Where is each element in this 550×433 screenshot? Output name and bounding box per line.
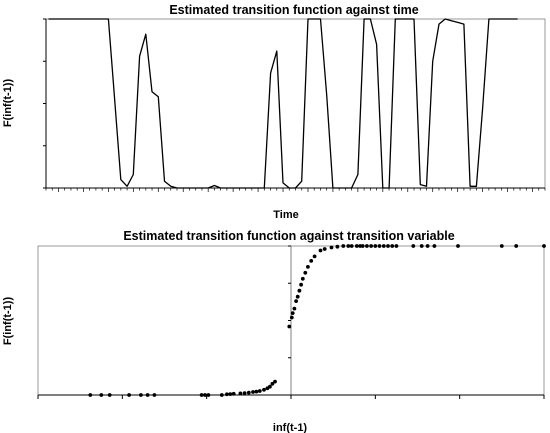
chart-transition-point: [354, 244, 359, 248]
chart-time: Estimated transition function against ti…: [2, 3, 546, 221]
chart-transition-point: [199, 393, 204, 397]
chart-transition-point: [289, 315, 294, 320]
chart-transition-point: [312, 254, 317, 259]
chart-transition-point: [295, 294, 300, 299]
chart-time-xlabel: Time: [273, 209, 298, 221]
chart-transition-point: [292, 306, 297, 311]
chart-transition-point: [411, 244, 416, 248]
chart-transition-point: [139, 393, 143, 397]
chart-transition-point: [318, 248, 323, 253]
chart-transition-ylabel: F(inf(t-1)): [2, 297, 14, 346]
chart-transition-point: [294, 299, 298, 303]
chart-transition-point: [107, 393, 112, 397]
chart-transition-point: [242, 391, 247, 395]
chart-transition-point: [369, 244, 373, 248]
chart-transition-point: [322, 247, 327, 251]
chart-transition-point: [206, 393, 211, 397]
chart-transition-point: [273, 379, 277, 384]
chart-transition-point: [99, 393, 104, 397]
chart-transition-point: [287, 324, 292, 329]
chart-transition-point: [262, 387, 266, 392]
chart-transition-point: [300, 276, 305, 281]
chart-transition-xlabel: inf(t-1): [273, 422, 308, 433]
chart-transition-point: [349, 244, 354, 248]
chart-transition-point: [365, 244, 369, 248]
chart-transition-point: [360, 244, 365, 248]
chart-time-ylabel: F(inf(t-1)): [2, 79, 14, 128]
chart-time-plot: [43, 18, 546, 192]
chart-transition-point: [309, 259, 314, 263]
chart-transition-point: [303, 270, 308, 275]
chart-transition-point: [335, 244, 340, 249]
chart-transition-point: [419, 244, 424, 248]
chart-transition-point: [346, 244, 351, 248]
chart-transition-point: [219, 393, 224, 397]
chart-transition-point: [299, 282, 303, 287]
chart-transition-point: [127, 393, 131, 397]
chart-transition: Estimated transition function against tr…: [2, 229, 546, 433]
chart-transition-point: [373, 244, 378, 248]
chart-transition-point: [381, 244, 386, 248]
chart-transition-point: [145, 393, 150, 397]
chart-transition-point: [231, 391, 236, 396]
chart-transition-point: [228, 392, 233, 396]
chart-transition-point: [270, 381, 275, 386]
chart-time-title: Estimated transition function against ti…: [169, 3, 418, 17]
chart-transition-point: [386, 244, 390, 248]
chart-transition-point: [297, 288, 302, 293]
chart-transition-point: [257, 389, 262, 393]
chart-transition-point: [394, 244, 399, 248]
chart-transition-point: [377, 244, 382, 248]
chart-transition-point: [499, 244, 504, 248]
chart-transition-point: [203, 393, 207, 397]
chart-transition-point: [341, 244, 346, 248]
chart-transition-point: [238, 391, 243, 396]
chart-transition-point: [225, 392, 229, 397]
chart-transition-point: [514, 244, 519, 248]
chart-transition-point: [268, 384, 272, 389]
chart-transition-point: [456, 244, 460, 248]
chart-transition-point: [390, 244, 395, 248]
chart-transition-point: [251, 390, 255, 394]
chart-time-series-line: [48, 18, 518, 189]
chart-transition-point: [542, 244, 546, 248]
chart-transition-point: [88, 393, 93, 397]
chart-transition-point: [254, 389, 259, 394]
chart-transition-point: [425, 244, 430, 248]
chart-transition-plot: [37, 244, 546, 399]
chart-transition-point: [306, 265, 310, 269]
chart-transition-point: [152, 393, 157, 397]
chart-transition-point: [290, 311, 295, 315]
chart-transition-point: [432, 244, 437, 248]
chart-transition-point: [329, 245, 334, 250]
chart-transition-title: Estimated transition function against tr…: [123, 229, 454, 243]
chart-transition-point: [246, 390, 251, 395]
